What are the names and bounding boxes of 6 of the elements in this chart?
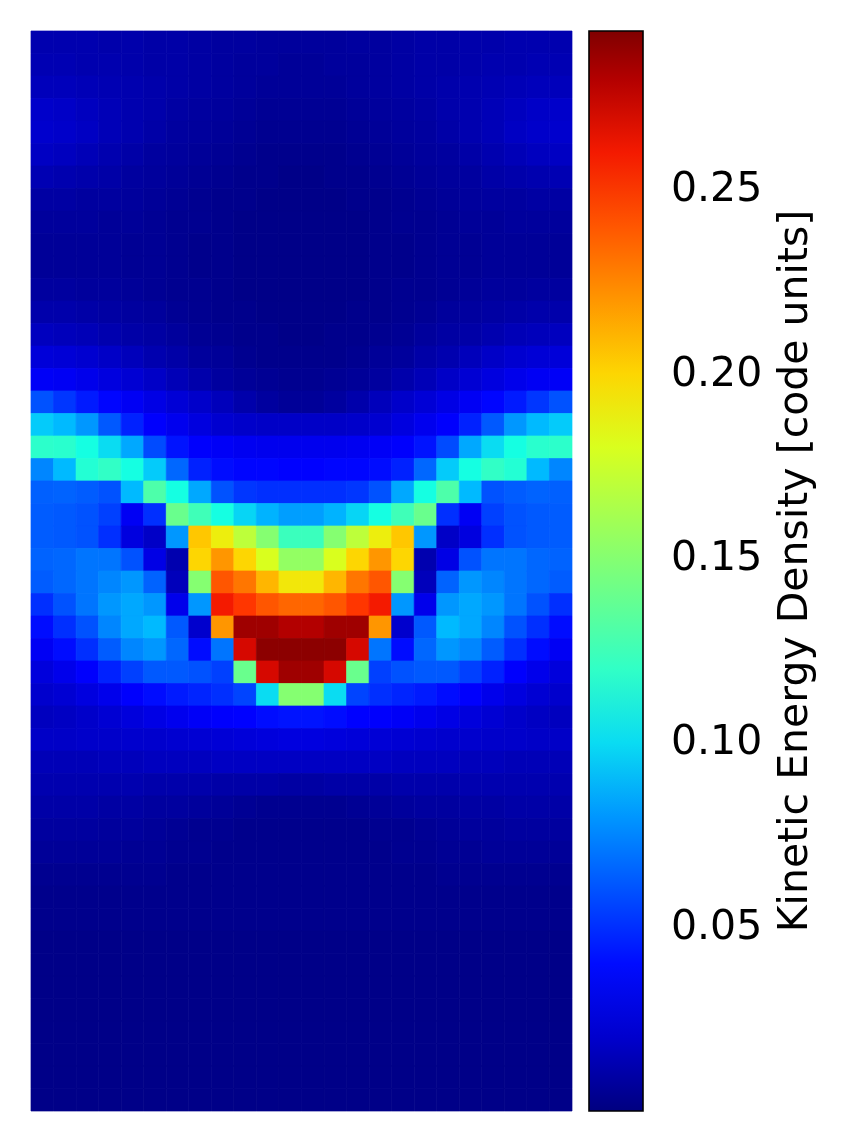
- color-bar-title: Kinetic Energy Density [code units]: [769, 209, 817, 933]
- color-bar-label: 0.25: [671, 163, 763, 212]
- color-bar-label: 0.10: [671, 716, 763, 765]
- color-bar-label: 0.05: [671, 900, 763, 949]
- color-bar-label: 0.20: [671, 347, 763, 396]
- color-bar-label: 0.15: [671, 532, 763, 581]
